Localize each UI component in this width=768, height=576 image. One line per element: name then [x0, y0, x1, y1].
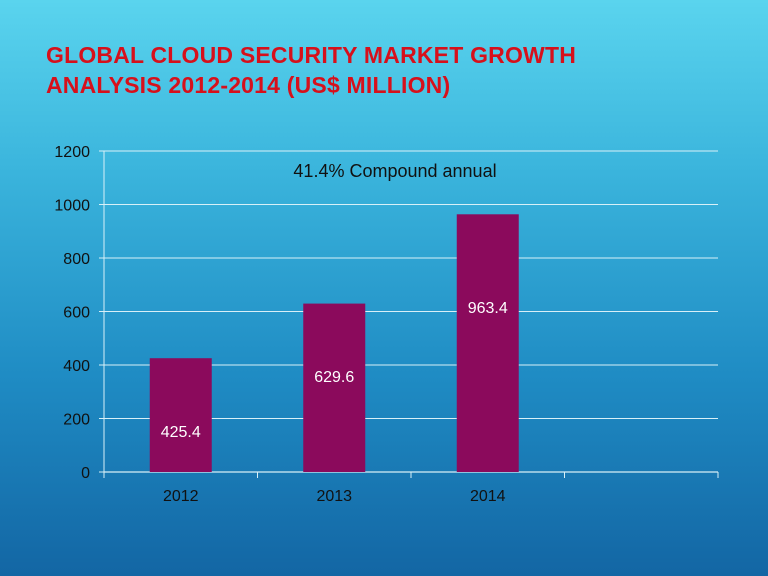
y-tick-label: 200: [63, 412, 90, 429]
y-tick-label: 0: [81, 465, 90, 482]
bar-2014: [456, 214, 519, 472]
cagr-annotation: 41.4% Compound annual: [293, 161, 496, 181]
y-tick-label: 800: [63, 251, 90, 268]
x-tick-label: 2012: [163, 488, 199, 505]
y-tick-label: 600: [63, 305, 90, 322]
x-tick-label: 2013: [316, 488, 352, 505]
y-tick-label: 400: [63, 358, 90, 375]
y-tick-label: 1000: [54, 198, 90, 215]
chart-title-line-2: ANALYSIS 2012-2014 (US$ MILLION): [46, 72, 451, 98]
y-tick-label: 1200: [54, 144, 90, 161]
x-tick-label: 2014: [470, 488, 506, 505]
bar-value-label: 425.4: [161, 424, 201, 441]
chart-title-line-1: GLOBAL CLOUD SECURITY MARKET GROWTH: [46, 42, 577, 68]
bar-2013: [303, 303, 366, 472]
labels: 0 200 400 600 800 1000 1200 425.4 2012 629.6 2013 9…: [54, 144, 507, 505]
bar-value-label: 963.4: [468, 300, 508, 317]
bars: [149, 214, 519, 472]
bar-value-label: 629.6: [314, 369, 354, 386]
bar-2012: [149, 358, 212, 472]
chart-title: GLOBAL CLOUD SECURITY MARKET GROWTH ANAL…: [46, 40, 726, 100]
